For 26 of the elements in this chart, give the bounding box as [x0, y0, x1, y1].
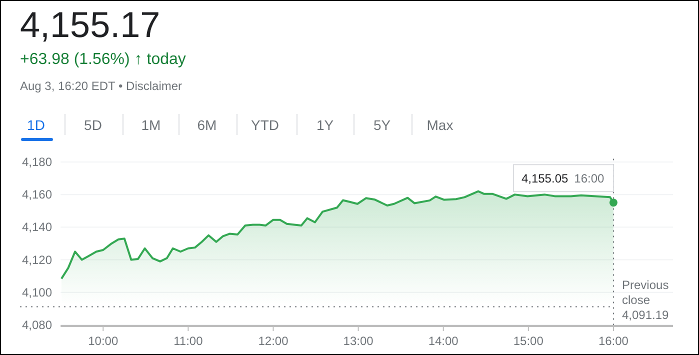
text: 6M: [197, 117, 217, 133]
y-tick-label: 4,140: [22, 220, 52, 234]
y-tick-label: 4,080: [22, 318, 52, 332]
annotation: 4,155.05 16:00: [521, 172, 605, 186]
text: 1D: [27, 117, 45, 133]
x-tick-label: 15:00: [513, 334, 544, 348]
y-tick-label: 4,180: [22, 154, 52, 169]
text: 5D: [84, 117, 102, 133]
x-tick-label: 16:00: [598, 334, 629, 348]
text: Aug 3, 16:20 EDT • Disclaimer: [20, 79, 182, 93]
x-tick-label: 12:00: [258, 334, 289, 348]
y-tick-label: 4,160: [22, 188, 52, 202]
text: 5Y: [373, 117, 392, 133]
chart-title: 4,155.17: [20, 4, 160, 45]
chart-subtitle: +63.98 (1.56%) ↑ today: [20, 51, 186, 68]
x-tick-label: 14:00: [428, 334, 459, 348]
text: YTD: [251, 117, 279, 133]
y-tick-label: 4,120: [22, 252, 52, 267]
x-tick-label: 10:00: [88, 334, 118, 348]
y-tick-label: 4,100: [22, 285, 52, 300]
text: 1Y: [316, 117, 334, 133]
ref-line-label: Previous close 4,091.19: [622, 278, 670, 322]
x-tick-label: 13:00: [343, 334, 374, 348]
x-tick-label: 11:00: [174, 334, 204, 348]
text: Max: [426, 117, 454, 133]
text: 1M: [141, 117, 161, 133]
